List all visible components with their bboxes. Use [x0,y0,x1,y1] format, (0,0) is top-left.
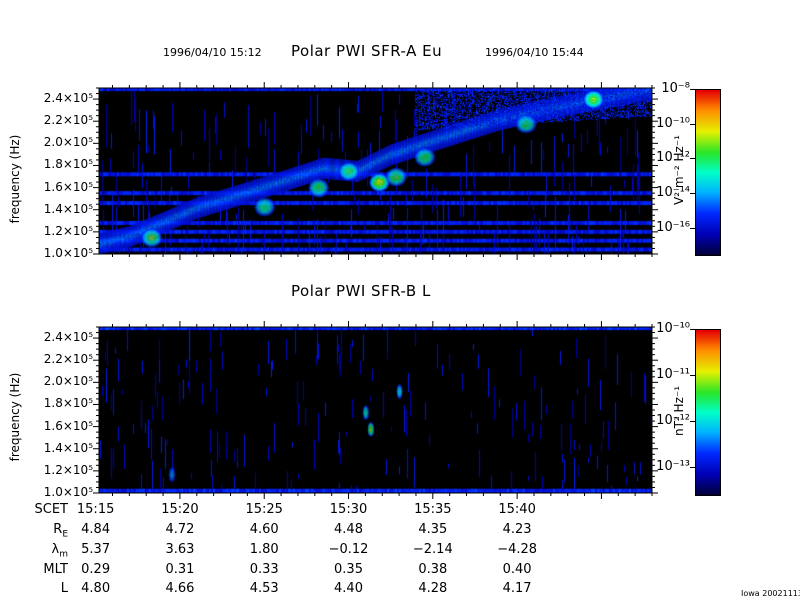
colorbar-tick-label: 10⁻¹⁰ [656,115,690,131]
y-tick-label: 1.0×10⁵ [43,485,93,499]
start-time: 1996/04/10 15:12 [163,46,262,59]
colorbar-tick-mark [690,374,695,376]
y-tick-label: 1.4×10⁵ [43,201,93,216]
ephemeris-cell: 0.40 [502,562,532,577]
panel-b-spectrogram [99,327,652,493]
ephemeris-cell: 0.33 [249,562,279,577]
ephemeris-cell: 15:30 [329,502,368,517]
ephemeris-cell: 4.84 [81,522,111,537]
ephemeris-cell: 4.35 [418,522,448,537]
colorbar-b-gradient [696,330,720,495]
colorbar-tick-mark [690,89,695,90]
ephemeris-row-label: λm [51,542,68,560]
ephemeris-cell: 1.80 [249,542,279,557]
y-tick-label: 2.4×10⁵ [43,330,93,345]
colorbar-tick-mark [690,227,695,229]
y-tick-label: 1.6×10⁵ [43,179,93,194]
y-tick-label: 2.2×10⁵ [43,113,93,128]
ephemeris-cell: 4.28 [418,581,448,596]
ephemeris-row-label: SCET [34,502,68,517]
colorbar-tick-label: 10⁻¹³ [656,458,690,474]
colorbar-b-label: nT² Hz⁻¹ [672,385,686,437]
panel-b-title: Polar PWI SFR-B L [291,282,431,300]
ephemeris-row-label: MLT [43,562,68,577]
colorbar-tick-mark [690,123,695,125]
panel-a-title: Polar PWI SFR-A Eu [291,42,443,60]
y-tick-label: 2.2×10⁵ [43,352,93,367]
ephemeris-row-label-subscript: m [59,549,68,560]
ephemeris-cell: 4.60 [249,522,279,537]
ephemeris-cell: 4.80 [81,581,111,596]
y-tick-label: 2.4×10⁵ [43,91,93,106]
colorbar-tick-label: 10⁻¹² [656,412,690,428]
ephemeris-cell: 0.29 [81,562,111,577]
ephemeris-cell: 3.63 [165,542,195,557]
ephemeris-cell: 5.37 [81,542,111,557]
y-tick-label: 1.8×10⁵ [43,396,93,411]
y-tick-label: 2.0×10⁵ [43,374,93,389]
ephemeris-cell: 15:35 [414,502,452,517]
ephemeris-cell: 4.53 [249,581,279,596]
colorbar-tick-mark [690,420,695,422]
colorbar-a-gradient [696,90,720,255]
y-tick-label: 1.0×10⁵ [43,246,93,260]
colorbar-tick-mark [690,193,695,195]
colorbar-tick-label: 10⁻¹⁴ [656,185,690,201]
y-tick-label: 2.0×10⁵ [43,135,93,150]
ephemeris-cell: 4.17 [502,581,532,596]
ephemeris-cell: −2.14 [412,542,453,557]
ephemeris-cell: 4.23 [502,522,532,537]
end-time: 1996/04/10 15:44 [485,46,584,59]
ephemeris-cell: −4.28 [497,542,538,557]
ephemeris-cell: 15:40 [498,502,536,517]
colorbar-b [695,329,721,496]
y-tick-label: 1.6×10⁵ [43,418,93,433]
ephemeris-cell: 15:25 [245,502,283,517]
colorbar-tick-mark [690,466,695,468]
ephemeris-cell: 4.72 [165,522,195,537]
ephemeris-row-label: L [60,581,68,596]
colorbar-tick-label: 10⁻¹¹ [656,366,690,382]
ephemeris-row-label: RE [53,522,68,540]
ephemeris-cell: 0.35 [334,562,363,577]
ephemeris-cell: −0.12 [328,542,369,557]
y-tick-label: 1.8×10⁵ [43,157,93,172]
ephemeris-cell: 0.31 [165,562,195,577]
colorbar-tick-label: 10⁻¹⁶ [656,219,690,235]
y-tick-label: 1.4×10⁵ [43,440,93,455]
colorbar-tick-mark [690,329,695,330]
ephemeris-cell: 4.40 [334,581,363,596]
colorbar-tick-label: 10⁻¹² [656,150,690,166]
credit: Iowa 20021113 [741,589,800,598]
panel-a-spectrogram [99,88,652,254]
ephemeris-cell: 15:15 [76,502,115,517]
panel-a-canvas [99,88,652,254]
ephemeris-row-label-subscript: E [62,529,68,540]
ephemeris-cell: 0.38 [418,562,448,577]
ephemeris-cell: 15:20 [161,502,199,517]
colorbar-tick-mark [690,158,695,160]
ephemeris-cell: 4.48 [334,522,363,537]
ephemeris-cell: 4.66 [165,581,195,596]
y-tick-label: 1.2×10⁵ [43,223,93,238]
panel-frame [98,326,653,494]
colorbar-tick-label: 10⁻¹⁰ [656,321,690,336]
colorbar-a [695,89,721,256]
y-tick-label: 1.2×10⁵ [43,462,93,477]
panel-b-canvas [99,327,652,493]
colorbar-tick-label: 10⁻⁸ [661,81,690,96]
